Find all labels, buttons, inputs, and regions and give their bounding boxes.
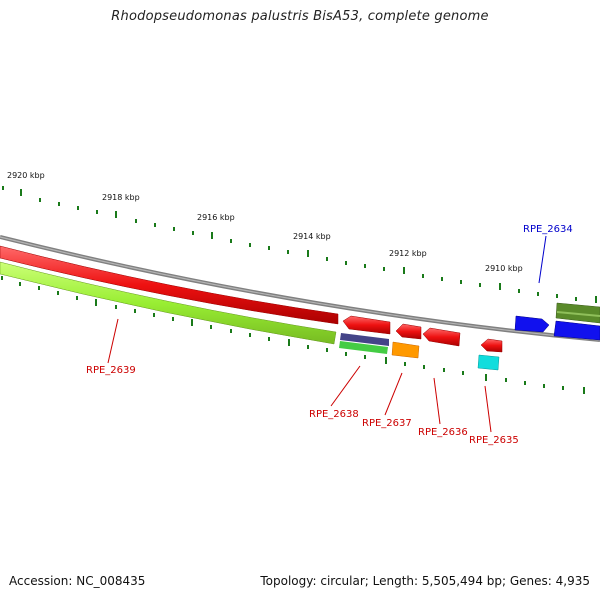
inner-scale-ticks xyxy=(1,276,585,394)
feature-orange[interactable] xyxy=(391,341,420,359)
gene-label-rpe-2637: RPE_2637 xyxy=(362,418,412,429)
accession-text: Accession: NC_008435 xyxy=(9,574,146,588)
backbone-highlight xyxy=(0,236,600,341)
gene-label-rpe-2635: RPE_2635 xyxy=(469,435,519,446)
feature-navy[interactable] xyxy=(340,333,389,346)
map-title: Rhodopseudomonas palustris BisA53, compl… xyxy=(111,9,489,24)
gene-label-rpe-2636: RPE_2636 xyxy=(418,427,468,438)
scale-label-2914: 2914 kbp xyxy=(293,232,331,241)
genome-summary-text: Topology: circular; Length: 5,505,494 bp… xyxy=(260,574,590,588)
leader-rpe-2638 xyxy=(330,365,361,407)
gene-arrow-rpe-2638[interactable] xyxy=(342,315,391,335)
scale-label-2916: 2916 kbp xyxy=(197,213,235,222)
gene-arrow-rpe-2637[interactable] xyxy=(395,323,422,340)
outer-scale-ticks xyxy=(2,186,597,303)
gene-label-rpe-2638: RPE_2638 xyxy=(309,409,359,420)
leader-rpe-2639 xyxy=(107,318,119,364)
feature-green[interactable] xyxy=(339,341,388,354)
leader-rpe-2636 xyxy=(433,377,441,425)
gene-arrow-rpe-2636[interactable] xyxy=(422,327,461,347)
feature-cyan[interactable] xyxy=(477,354,500,371)
gene-bar-lime[interactable] xyxy=(0,261,337,345)
gene-arrow-rpe-2635[interactable] xyxy=(480,338,503,353)
olive-highlight xyxy=(556,311,600,317)
gene-arrow-rpe-2634[interactable] xyxy=(514,315,550,333)
leader-rpe-2635 xyxy=(484,385,492,433)
gene-bar-rpe-2639[interactable] xyxy=(0,245,339,325)
scale-label-2912: 2912 kbp xyxy=(389,249,427,258)
scale-label-2910: 2910 kbp xyxy=(485,264,523,273)
leader-rpe-2637 xyxy=(384,372,403,416)
leader-rpe-2634 xyxy=(538,235,547,284)
scale-label-2920: 2920 kbp xyxy=(7,171,45,180)
gene-label-rpe-2634: RPE_2634 xyxy=(523,224,573,235)
gene-bar-blue[interactable] xyxy=(553,320,600,341)
gene-label-rpe-2639: RPE_2639 xyxy=(86,365,136,376)
scale-label-2918: 2918 kbp xyxy=(102,193,140,202)
